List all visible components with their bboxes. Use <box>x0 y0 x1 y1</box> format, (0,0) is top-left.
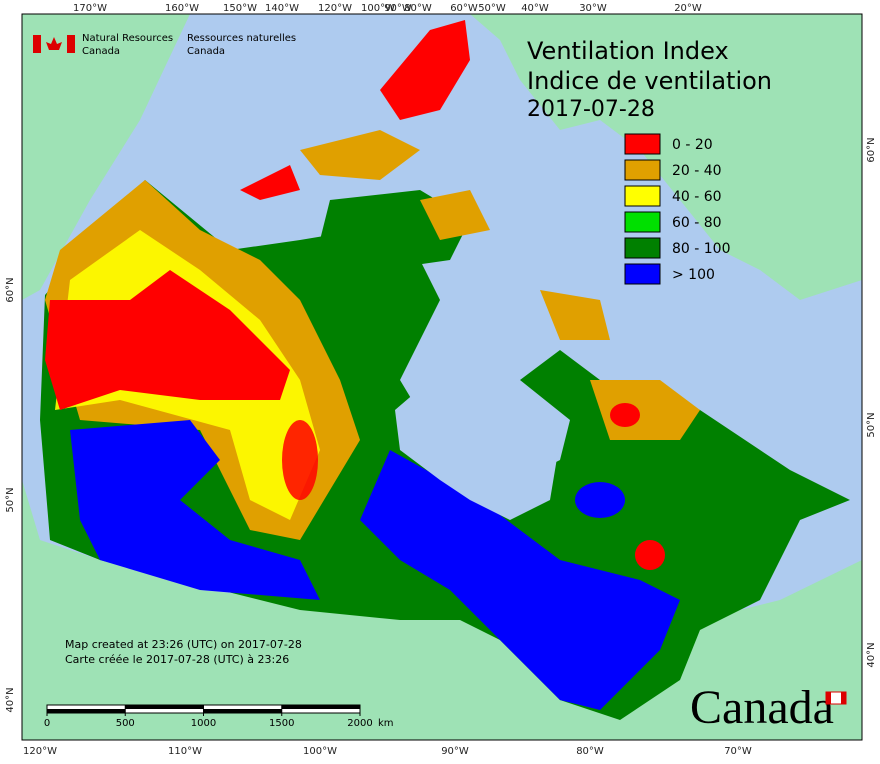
wordmark-flag-bar <box>826 692 831 704</box>
agency-fr: Ressources naturelles <box>187 33 296 44</box>
longitude-label: 150°W <box>223 3 257 14</box>
red-zone-prairie <box>282 420 318 500</box>
red-zone-east <box>635 540 665 570</box>
title-fr: Indice de ventilation <box>527 67 772 95</box>
wordmark-flag-bar <box>841 692 846 704</box>
scale-segment <box>47 709 126 713</box>
alaska <box>22 14 190 300</box>
longitude-label: 160°W <box>165 3 199 14</box>
scale-label: 500 <box>116 718 135 729</box>
longitude-label: 90°W <box>384 3 412 14</box>
country-en: Canada <box>82 46 120 57</box>
arctic-island <box>240 165 300 200</box>
blue-zone-ontario <box>360 450 680 710</box>
scale-label: 0 <box>44 718 50 729</box>
latitude-label: 40°N <box>866 642 877 667</box>
longitude-label: 110°W <box>168 746 202 757</box>
longitude-label: 100°W <box>303 746 337 757</box>
legend-swatch <box>624 263 661 285</box>
scale-label: 1000 <box>191 718 216 729</box>
red-zone-nw <box>45 270 290 410</box>
longitude-label: 170°W <box>73 3 107 14</box>
scale-label: 2000 <box>347 718 372 729</box>
scale-unit: km <box>378 718 394 729</box>
longitude-label: 120°W <box>23 746 57 757</box>
nrcan-logo: Natural Resources Canada Ressources natu… <box>33 33 296 57</box>
scale-segment <box>125 705 204 709</box>
legend-swatch <box>624 133 661 155</box>
map-area <box>22 14 862 740</box>
legend-swatch <box>624 159 661 181</box>
red-zone-labrador <box>610 403 640 427</box>
flag-leaf <box>46 37 62 50</box>
greenland <box>470 14 862 300</box>
longitude-label: 40°W <box>521 3 549 14</box>
longitude-label: 70°W <box>724 746 752 757</box>
created-fr: Carte créée le 2017-07-28 (UTC) à 23:26 <box>65 653 289 666</box>
wordmark-text: Canada <box>690 681 834 734</box>
legend: 0 - 20 20 - 40 40 - 60 60 - 80 80 - 100 > 100 <box>624 133 731 285</box>
scale-segment <box>281 705 360 709</box>
longitude-label: 140°W <box>265 3 299 14</box>
agency-en: Natural Resources <box>82 33 173 44</box>
scale-label: 1500 <box>269 718 294 729</box>
blue-zone-quebec <box>575 482 625 518</box>
scale-segment <box>203 709 282 713</box>
legend-swatch <box>624 237 661 259</box>
hudson-bay <box>395 380 560 520</box>
flag-bar <box>33 35 41 53</box>
title-en: Ventilation Index <box>527 37 729 65</box>
scale-bar: 0 500 1000 1500 2000 km <box>44 704 394 729</box>
longitude-label: 60°W <box>450 3 478 14</box>
longitude-label: 80°W <box>576 746 604 757</box>
legend-swatch <box>624 211 661 233</box>
latitude-label: 60°N <box>866 137 877 162</box>
legend-label: > 100 <box>672 267 715 283</box>
longitude-label: 120°W <box>318 3 352 14</box>
arctic-island <box>420 190 490 240</box>
latitude-label: 60°N <box>5 277 16 302</box>
title-date: 2017-07-28 <box>527 97 655 122</box>
legend-label: 60 - 80 <box>672 215 722 231</box>
longitude-label: 90°W <box>441 746 469 757</box>
latitude-label: 50°N <box>866 412 877 437</box>
red-zone-arctic <box>380 20 470 120</box>
map-frame <box>21 13 863 741</box>
legend-label: 0 - 20 <box>672 137 713 153</box>
longitude-label: 50°W <box>478 3 506 14</box>
graticule-labels: 170°W 160°W 150°W 140°W 120°W 100°W90°W80°W 60… <box>5 3 877 757</box>
legend-label: 40 - 60 <box>672 189 722 205</box>
country-fr: Canada <box>187 46 225 57</box>
longitude-label: 100°W <box>361 3 395 14</box>
created-en: Map created at 23:26 (UTC) on 2017-07-28 <box>65 638 302 651</box>
legend-label: 80 - 100 <box>672 241 731 257</box>
canada-wordmark: Canada <box>690 681 847 734</box>
legend-label: 20 - 40 <box>672 163 722 179</box>
latitude-label: 40°N <box>5 687 16 712</box>
blue-zone-west <box>70 420 320 600</box>
legend-swatch <box>624 185 661 207</box>
longitude-label: 20°W <box>674 3 702 14</box>
flag-bar <box>67 35 75 53</box>
longitude-label: 30°W <box>579 3 607 14</box>
baffin-zone <box>540 290 610 340</box>
longitude-label: 80°W <box>404 3 432 14</box>
latitude-label: 50°N <box>5 487 16 512</box>
arctic-island <box>300 130 420 180</box>
